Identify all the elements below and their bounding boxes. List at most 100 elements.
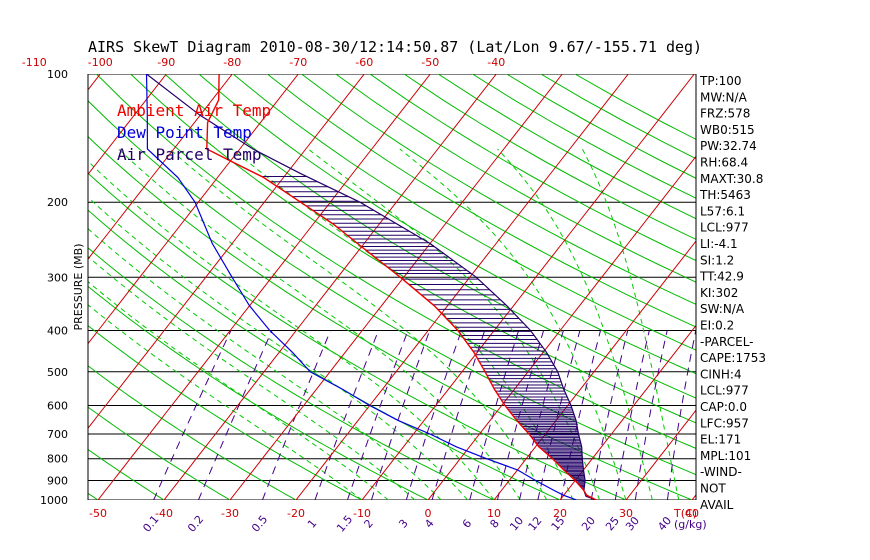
pressure-tick-label: 400 (47, 324, 68, 337)
dry-adiabat-line (88, 100, 696, 476)
mixing-ratio-line (666, 330, 696, 500)
parcel-temp-line (146, 74, 597, 500)
sounding-index: CAP:0.0 (700, 400, 747, 414)
sounding-index: EI:0.2 (700, 319, 734, 333)
dry-adiabat-line (369, 74, 696, 262)
legend-dewpoint: Dew Point Temp (117, 123, 252, 142)
bottom-tick-label: 20 (553, 507, 567, 520)
top-tick-label: -50 (421, 56, 439, 69)
bottom-tick-label: 10 (487, 507, 501, 520)
mixing-ratio-line (590, 330, 629, 500)
dry-adiabat-line (88, 448, 165, 500)
dry-adiabat-line (88, 324, 363, 500)
pressure-tick-label: 500 (47, 366, 68, 379)
top-temperature-tick-labels: -120-110-100-90-80-70-60-50-40 (22, 56, 505, 69)
sounding-index: LCL:977 (700, 384, 749, 398)
sounding-index: NOT (700, 482, 726, 496)
sounding-index: LFC:957 (700, 416, 749, 430)
isotherm-line (88, 74, 299, 345)
cape-hatching (261, 175, 586, 491)
dry-adiabat-line (88, 406, 231, 500)
legend-parcel: Air Parcel Temp (117, 145, 262, 164)
sounding-index: LI:-4.1 (700, 237, 738, 251)
moist-adiabat-line (88, 281, 389, 500)
dry-adiabat-line (88, 135, 693, 500)
moist-adiabat-line (169, 148, 548, 500)
top-tick-label: -70 (289, 56, 307, 69)
ambient-temp-line (206, 74, 597, 500)
top-tick-label: -100 (88, 56, 113, 69)
mixing-ratio-line (405, 330, 462, 500)
isotherm-line (361, 74, 695, 500)
sounding-indices-panel: TP:100 MW:N/A FRZ:578 WB0:515 PW:32.74 RH:68.… (699, 74, 766, 512)
isobar-lines (88, 74, 696, 500)
sounding-index: WB0:515 (700, 123, 755, 137)
isotherms (0, 74, 696, 500)
moist-adiabat-line (88, 228, 442, 500)
sounding-index: LCL:977 (700, 221, 749, 235)
bottom-tick-label: -20 (287, 507, 305, 520)
bottom-tick-label: -40 (155, 507, 173, 520)
y-axis-label: PRESSURE (MB) (72, 244, 85, 331)
sounding-index: L57:6.1 (700, 204, 745, 218)
sounding-index: -WIND- (700, 465, 742, 479)
mixing-ratio-label: 3 (396, 517, 410, 531)
moist-adiabat-line (88, 304, 363, 500)
mixing-ratio-line (153, 330, 232, 500)
mixing-ratio-label: 10 (507, 514, 526, 533)
mixing-ratio-label: 6 (460, 517, 474, 531)
top-tick-label: -60 (355, 56, 373, 69)
moist-adiabats (88, 148, 680, 500)
moist-adiabat-line (88, 160, 495, 500)
dry-adiabat-line (96, 74, 696, 449)
top-tick-label: -90 (157, 56, 175, 69)
mixing-ratio-label: 12 (526, 514, 545, 533)
dry-adiabat-line (88, 172, 627, 500)
moist-adiabat-line (581, 148, 680, 500)
sounding-index: MW:N/A (700, 90, 748, 104)
dry-adiabat-line (0, 74, 32, 500)
dry-adiabat-line (301, 74, 696, 305)
dry-adiabat-line (88, 365, 297, 500)
isotherm-line (427, 155, 696, 500)
pressure-tick-label: 800 (47, 453, 68, 466)
mixing-ratio-line (431, 330, 486, 500)
dry-adiabat-line (403, 74, 696, 240)
bottom-tick-label: -50 (89, 507, 107, 520)
mixing-ratio-label: 40 (655, 514, 674, 533)
bottom-tick-label: -30 (221, 507, 239, 520)
legend-ambient: Ambient Air Temp (117, 101, 271, 120)
dry-adiabats (0, 74, 696, 500)
pressure-tick-label: 200 (47, 196, 68, 209)
bottom-temperature-tick-labels: -50 -40 -30 -20 -10 0 10 20 30 40 (89, 507, 699, 520)
moist-adiabat-line (307, 148, 601, 500)
pressure-tick-label: 600 (47, 399, 68, 412)
mixing-ratio-line (346, 330, 409, 500)
dry-adiabat-line (266, 74, 696, 328)
mixing-ratio-unit: (g/kg) (674, 518, 707, 531)
isotherm-line (0, 74, 34, 500)
sounding-index: CAPE:1753 (700, 351, 766, 365)
isotherm-line (163, 74, 497, 500)
bottom-tick-label: 40 (685, 507, 699, 520)
mixing-ratio-label: 0.2 (185, 513, 206, 535)
sounding-index: SW:N/A (700, 302, 745, 316)
pressure-tick-label: 300 (47, 271, 68, 284)
moist-adiabat-line (497, 148, 653, 500)
mixing-ratio-line (560, 330, 601, 500)
dry-adiabat-line (232, 74, 696, 351)
isotherm-line (97, 74, 431, 500)
pressure-tick-label: 1000 (40, 494, 68, 507)
mixing-ratio-line (634, 330, 668, 500)
sounding-index: RH:68.4 (700, 156, 748, 170)
dry-adiabat-line (198, 74, 696, 375)
sounding-index: EL:171 (700, 433, 741, 447)
moist-adiabat-line (88, 196, 468, 500)
isotherm-line (625, 409, 696, 500)
mixing-ratio-line (614, 330, 650, 500)
sounding-index: TP:100 (699, 74, 742, 88)
mixing-ratio-line (314, 330, 379, 500)
sounding-index: MAXT:30.8 (700, 172, 763, 186)
moist-adiabat-line (399, 148, 627, 500)
